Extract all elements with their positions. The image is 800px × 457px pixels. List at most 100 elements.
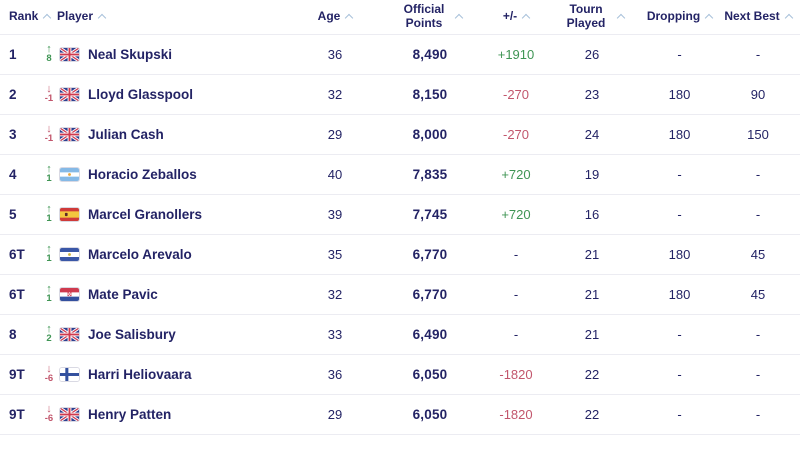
sort-caret-icon[interactable] <box>704 13 714 23</box>
player-name-link[interactable]: Joe Salisbury <box>88 327 176 342</box>
column-header-label: Official Points <box>403 2 445 30</box>
rank-value: 9T <box>9 407 25 422</box>
country-flag-icon-esp <box>59 207 80 222</box>
movement-value: 8 <box>46 53 52 65</box>
player-name-link[interactable]: Julian Cash <box>88 127 164 142</box>
movement-value: -6 <box>44 413 54 425</box>
tourn-played-value: 21 <box>584 247 600 262</box>
player-cell: Neal Skupski <box>58 47 295 62</box>
movement-arrow-icon: ↓ <box>46 123 52 136</box>
column-header-label: Age <box>317 9 341 24</box>
movement-value: 1 <box>46 253 52 265</box>
player-cell: Julian Cash <box>58 127 295 142</box>
dropping-value: 180 <box>668 127 691 142</box>
sort-caret-icon[interactable] <box>345 13 354 23</box>
age-value: 29 <box>327 407 343 422</box>
rank-value: 9T <box>9 367 25 382</box>
column-header-drop[interactable]: Dropping <box>637 9 722 24</box>
table-row: 2 ↓ -1 Lloyd Glasspool 32 8,150 -270 23 … <box>0 75 800 115</box>
rank-value: 1 <box>9 47 17 62</box>
table-row: 9T ↓ -6 Henry Patten 29 6,050 -1820 22 -… <box>0 395 800 435</box>
player-cell: Lloyd Glasspool <box>58 87 295 102</box>
column-header-age[interactable]: Age <box>295 9 375 24</box>
tourn-played-value: 23 <box>584 87 600 102</box>
player-name-link[interactable]: Neal Skupski <box>88 47 173 62</box>
player-cell: Marcel Granollers <box>58 207 295 222</box>
column-header-tourn[interactable]: Tourn Played <box>547 2 637 31</box>
country-flag-icon-arg <box>59 167 80 182</box>
rank-movement: ↑ 1 <box>40 283 58 305</box>
sort-caret-icon[interactable] <box>454 13 464 23</box>
column-header-rank[interactable]: Rank <box>0 9 52 24</box>
tourn-played-value: 19 <box>584 167 600 182</box>
table-row: 5 ↑ 1 Marcel Granollers 39 7,745 +720 16… <box>0 195 800 235</box>
official-points-value: 6,490 <box>412 327 448 342</box>
rank-value: 2 <box>9 87 17 102</box>
movement-value: -6 <box>44 373 54 385</box>
movement-arrow-icon: ↓ <box>46 363 52 376</box>
tourn-played-value: 22 <box>584 407 600 422</box>
sort-caret-icon[interactable] <box>521 13 531 23</box>
plus-minus-value: -1820 <box>499 367 533 382</box>
next-best-value: - <box>755 407 761 422</box>
country-flag-icon-gbr <box>59 47 80 62</box>
column-header-points[interactable]: Official Points <box>375 2 485 31</box>
plus-minus-value: -270 <box>502 127 530 142</box>
column-header-label: Dropping <box>646 9 701 24</box>
plus-minus-value: +720 <box>501 207 531 222</box>
player-name-link[interactable]: Henry Patten <box>88 407 172 422</box>
next-best-value: 90 <box>750 87 766 102</box>
rankings-table: Rank Player Age Official Points +/- Tour… <box>0 2 800 435</box>
tourn-played-value: 16 <box>584 207 600 222</box>
player-name-link[interactable]: Harri Heliovaara <box>88 367 192 382</box>
rank-movement: ↑ 8 <box>40 43 58 65</box>
dropping-value: 180 <box>668 287 691 302</box>
column-header-label: Next Best <box>724 9 780 24</box>
age-value: 39 <box>327 207 343 222</box>
table-row: 9T ↓ -6 Harri Heliovaara 36 6,050 -1820 … <box>0 355 800 395</box>
player-name-link[interactable]: Marcelo Arevalo <box>88 247 192 262</box>
rank-movement: ↑ 1 <box>40 243 58 265</box>
movement-arrow-icon: ↑ <box>46 163 52 176</box>
next-best-value: - <box>755 367 761 382</box>
player-name-link[interactable]: Horacio Zeballos <box>88 167 197 182</box>
plus-minus-value: -270 <box>502 87 530 102</box>
rank-movement: ↑ 1 <box>40 163 58 184</box>
rank-value: 6T <box>9 287 25 302</box>
tourn-played-value: 26 <box>584 47 600 62</box>
column-header-player[interactable]: Player <box>40 9 295 24</box>
rank-value: 4 <box>9 167 17 182</box>
country-flag-icon-gbr <box>59 127 80 142</box>
sort-caret-icon[interactable] <box>784 13 793 23</box>
next-best-value: - <box>755 327 761 342</box>
tourn-played-value: 24 <box>584 127 600 142</box>
rank-movement: ↓ -1 <box>40 123 58 144</box>
official-points-value: 6,050 <box>412 367 448 382</box>
official-points-value: 7,835 <box>412 167 448 182</box>
player-cell: Joe Salisbury <box>58 327 295 342</box>
player-cell: Horacio Zeballos <box>58 167 295 182</box>
player-name-link[interactable]: Lloyd Glasspool <box>88 87 194 102</box>
official-points-value: 8,490 <box>412 47 448 62</box>
next-best-value: 150 <box>747 127 769 142</box>
rank-value: 5 <box>9 207 17 222</box>
column-header-label: Tourn Played <box>566 2 606 30</box>
official-points-value: 6,050 <box>412 407 448 422</box>
table-body: 1 ↑ 8 Neal Skupski 36 8,490 +1910 26 - -… <box>0 35 800 435</box>
country-flag-icon-esa <box>59 247 80 262</box>
movement-arrow-icon: ↑ <box>46 283 52 296</box>
player-name-link[interactable]: Marcel Granollers <box>88 207 203 222</box>
column-header-next[interactable]: Next Best <box>722 9 794 24</box>
movement-arrow-icon: ↓ <box>46 83 52 96</box>
movement-value: 1 <box>46 293 52 305</box>
official-points-value: 6,770 <box>412 247 448 262</box>
age-value: 29 <box>327 127 343 142</box>
sort-caret-icon[interactable] <box>97 13 107 23</box>
sort-caret-icon[interactable] <box>616 13 626 23</box>
player-name-link[interactable]: Mate Pavic <box>88 287 158 302</box>
age-value: 32 <box>327 287 343 302</box>
column-header-label: Player <box>57 9 94 24</box>
dropping-value: - <box>677 207 682 222</box>
column-header-pm[interactable]: +/- <box>485 9 547 24</box>
tourn-played-value: 21 <box>584 327 600 342</box>
